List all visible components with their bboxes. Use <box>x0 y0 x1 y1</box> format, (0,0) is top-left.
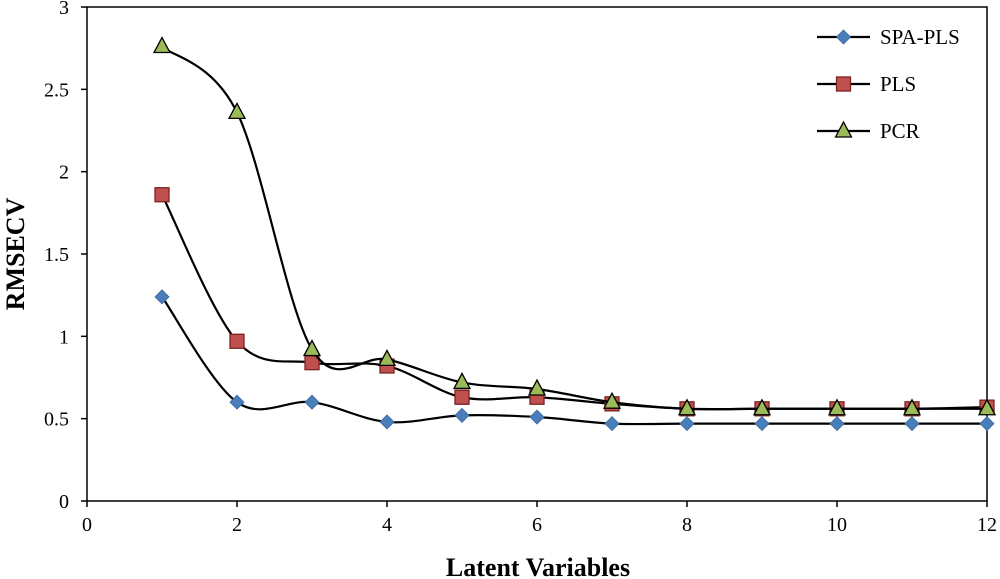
data-point-diamond <box>229 394 245 410</box>
x-tick-label: 0 <box>82 514 92 536</box>
legend: SPA-PLS PLS PCR <box>817 25 960 143</box>
data-point-triangle <box>977 398 997 416</box>
data-point-diamond <box>754 416 770 432</box>
data-point-triangle <box>152 36 172 54</box>
data-point-triangle <box>602 391 622 409</box>
legend-marker <box>835 76 852 92</box>
data-point-triangle <box>902 398 922 416</box>
x-tick-label: 2 <box>232 514 242 536</box>
data-point-diamond <box>604 416 620 432</box>
y-tick-label: 1.5 <box>44 244 69 266</box>
legend-marker <box>834 120 853 138</box>
x-axis-ticks: 0 2 4 6 8 10 12 <box>82 501 997 536</box>
legend-item: PLS <box>817 72 916 96</box>
data-point-diamond <box>679 416 695 432</box>
legend-item: SPA-PLS <box>817 25 960 49</box>
y-tick-label: 0.5 <box>44 409 69 431</box>
y-tick-label: 0 <box>59 491 69 513</box>
data-point-square <box>154 187 170 203</box>
series-layer <box>152 36 997 432</box>
data-point-diamond <box>304 394 320 410</box>
data-point-triangle <box>677 398 697 416</box>
data-point-diamond <box>454 407 470 423</box>
data-point-diamond <box>829 416 845 432</box>
x-tick-label: 4 <box>382 514 392 536</box>
x-tick-label: 10 <box>827 514 847 536</box>
y-tick-label: 2.5 <box>44 79 69 101</box>
data-point-triangle <box>227 102 247 120</box>
x-tick-label: 6 <box>532 514 542 536</box>
data-point-square <box>229 333 245 349</box>
data-point-triangle <box>827 398 847 416</box>
legend-label: PLS <box>880 72 916 96</box>
legend-marker <box>835 29 852 45</box>
x-tick-label: 8 <box>682 514 692 536</box>
series-pcr <box>152 36 997 416</box>
data-point-triangle <box>377 349 397 367</box>
data-point-diamond <box>979 416 995 432</box>
legend-item: PCR <box>817 119 920 143</box>
x-tick-label: 12 <box>977 514 997 536</box>
series-spa-pls <box>154 289 995 432</box>
data-point-square <box>454 389 470 405</box>
y-axis-title: RMSECV <box>1 197 30 310</box>
data-point-diamond <box>379 414 395 430</box>
y-tick-label: 1 <box>59 326 69 348</box>
data-point-triangle <box>527 378 547 396</box>
data-point-triangle <box>752 398 772 416</box>
data-point-triangle <box>302 339 322 357</box>
y-tick-label: 2 <box>59 162 69 184</box>
data-point-triangle <box>452 372 472 390</box>
legend-label: PCR <box>880 119 920 143</box>
x-axis-title: Latent Variables <box>446 553 630 579</box>
data-point-diamond <box>154 289 170 305</box>
y-axis-ticks: 0 0.5 1 1.5 2 2.5 3 <box>44 0 87 513</box>
legend-label: SPA-PLS <box>880 25 960 49</box>
data-point-diamond <box>904 416 920 432</box>
y-tick-label: 3 <box>59 0 69 19</box>
data-point-diamond <box>529 409 545 425</box>
